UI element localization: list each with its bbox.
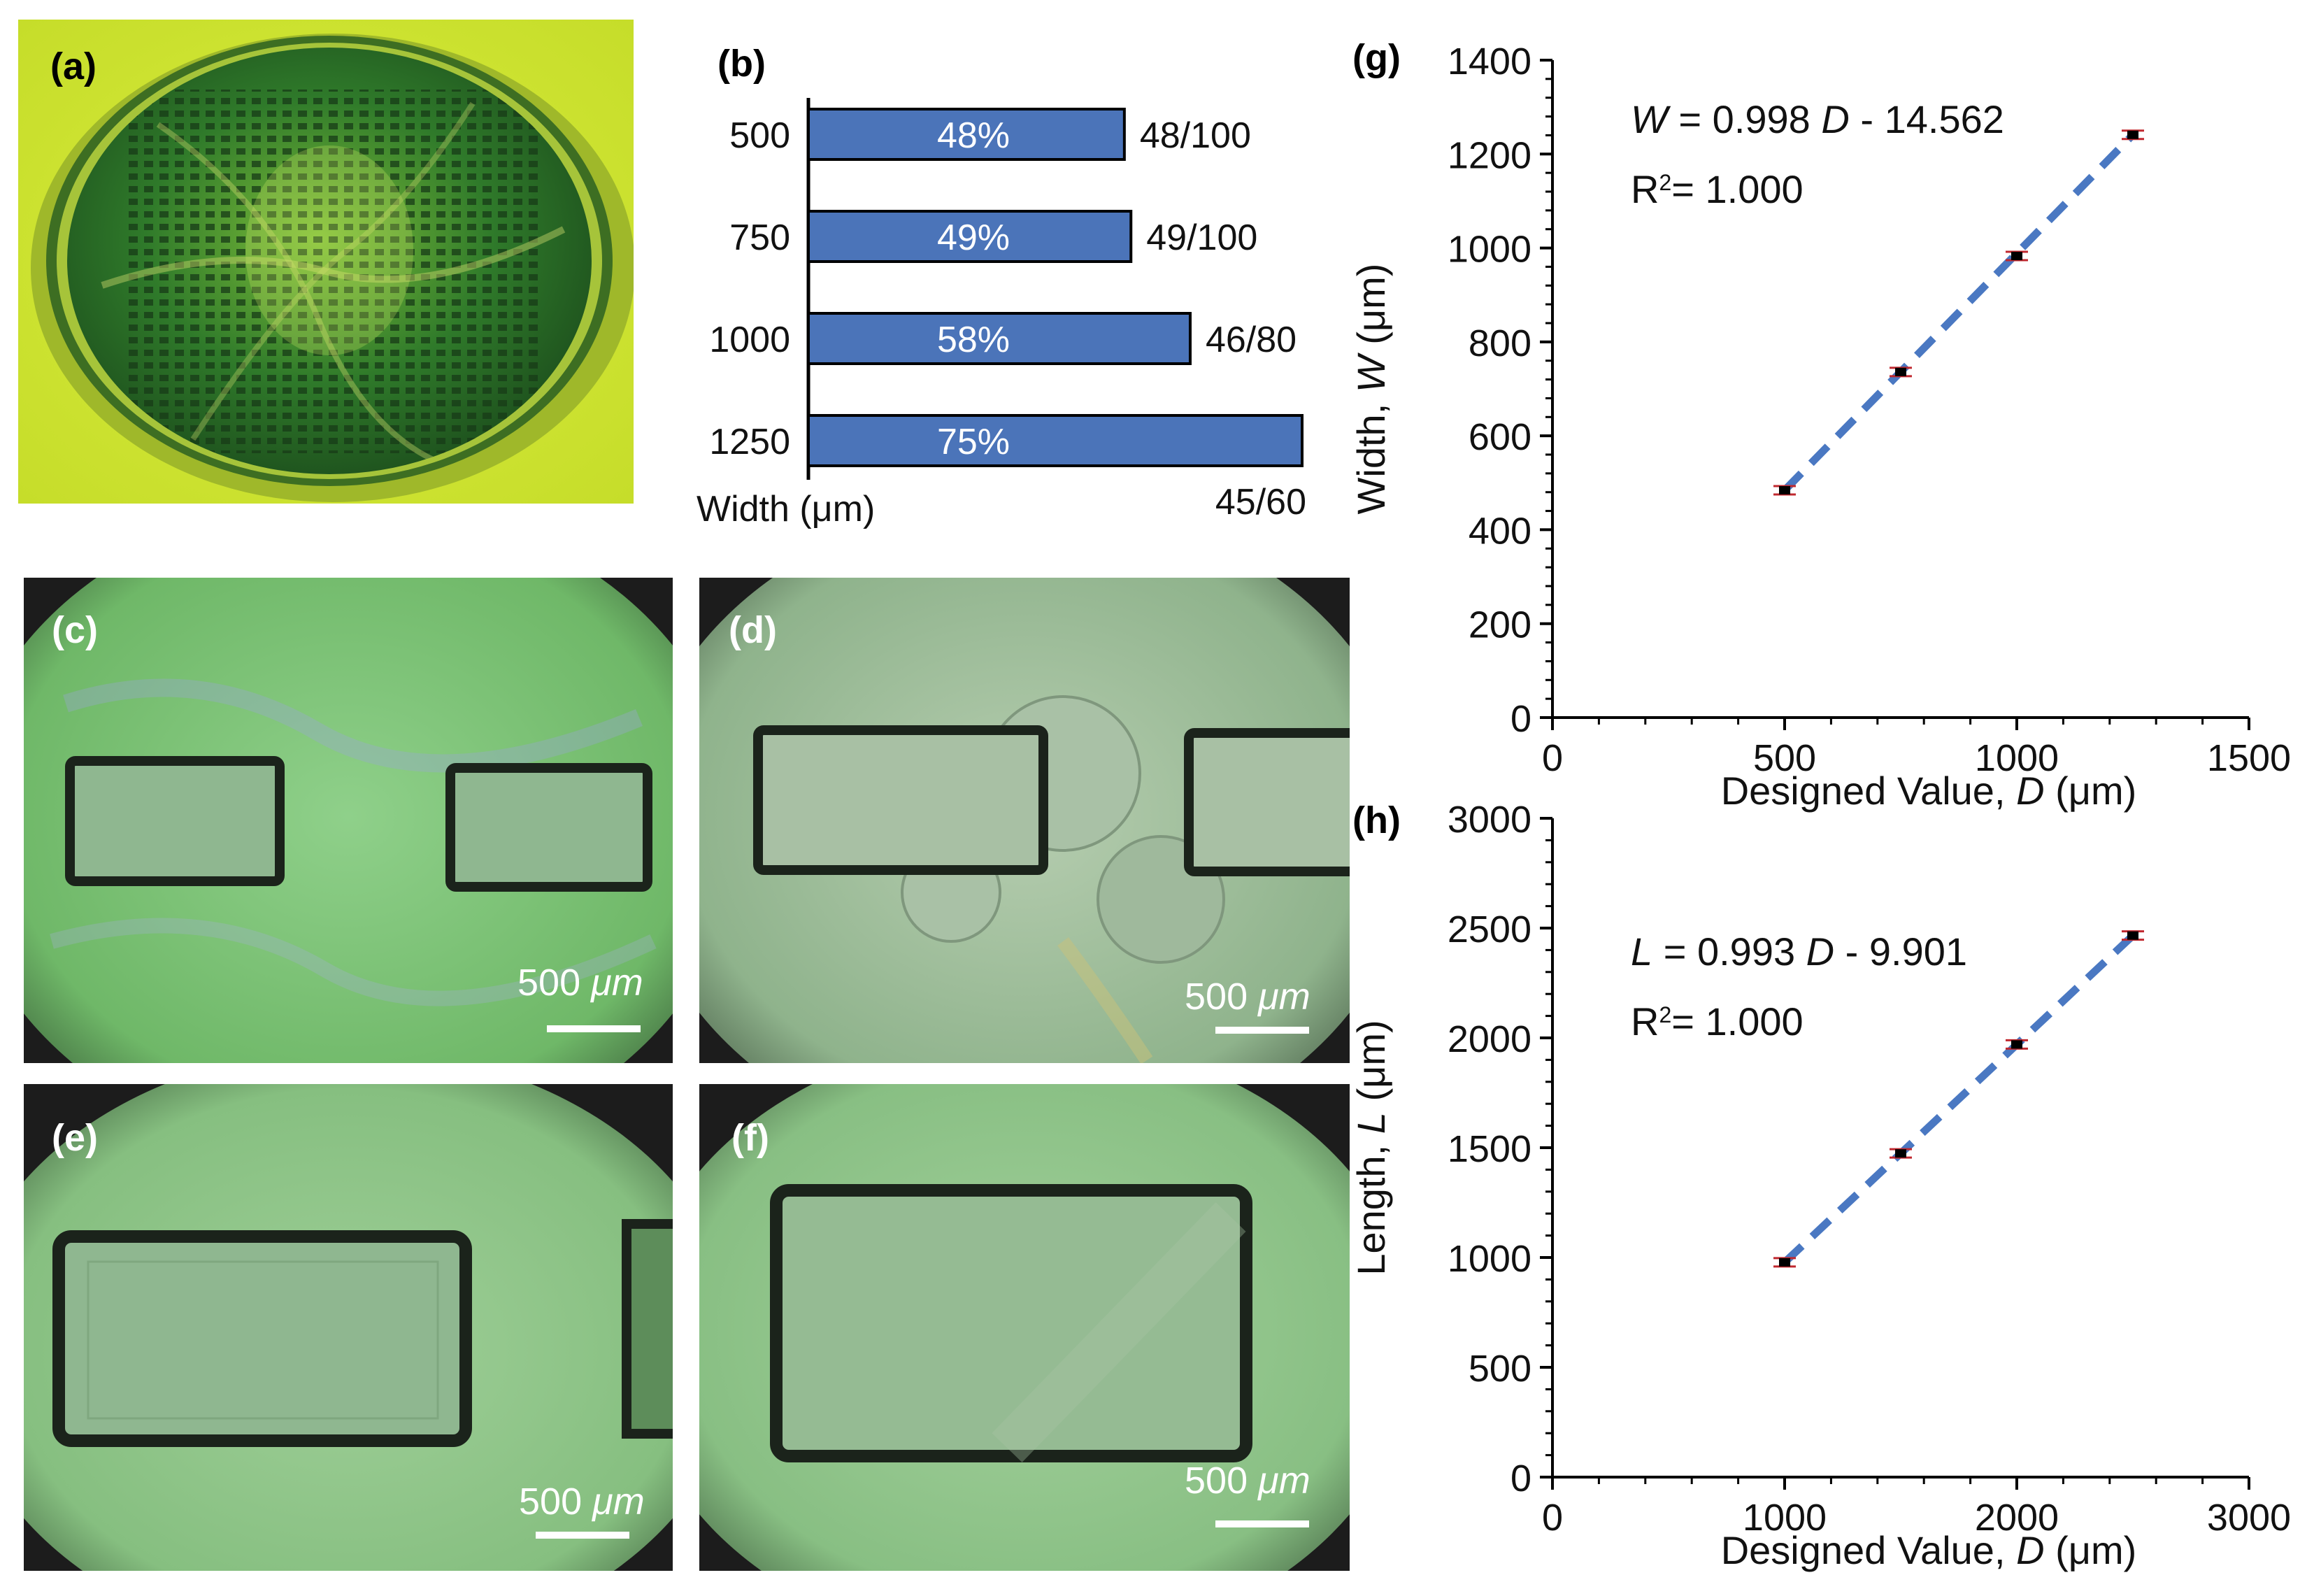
category-label: 1000 <box>709 320 790 360</box>
bar-value-label: 49% <box>937 218 1010 258</box>
length-scatter-panel: (h) 0 500 1000 1500 2000 2500 3000 0 1000 2000 300… <box>1343 783 2314 1596</box>
g-y-tick-label: 1400 <box>1448 41 1531 83</box>
ratio-label: 45/60 <box>1215 482 1306 522</box>
bar-chart-panel: (b) 48% 500 48/100 49% 750 49/100 58% 1000 46/80… <box>685 28 1329 546</box>
g-data-point <box>2127 130 2138 139</box>
scale-bar-d <box>1215 1027 1309 1034</box>
g-x-tick-label: 1500 <box>2207 737 2291 779</box>
scale-bar-c <box>547 1025 641 1032</box>
ratio-label: 49/100 <box>1146 218 1257 258</box>
h-data-point <box>2127 931 2138 940</box>
panel-label-f: (f) <box>731 1117 769 1159</box>
g-y-tick-label: 600 <box>1469 416 1531 458</box>
g-y-tick-label: 0 <box>1510 698 1531 740</box>
wafer-photo-panel: (a) <box>18 20 634 504</box>
g-y-tick-label: 400 <box>1469 510 1531 552</box>
ratio-label: 48/100 <box>1140 115 1251 156</box>
g-data-point <box>2011 251 2022 260</box>
h-data-point <box>2011 1040 2022 1049</box>
g-y-tick-label: 1200 <box>1448 134 1531 176</box>
g-equation: W = 0.998 D - 14.562 <box>1631 97 2004 141</box>
h-y-tick-label: 500 <box>1469 1348 1531 1390</box>
bar <box>807 108 1126 161</box>
micrograph-d: (d) 500 μm <box>699 578 1350 1063</box>
panel-label-b: (b) <box>717 43 766 85</box>
width-scatter-panel: (g) 0 200 400 600 800 1000 1200 1400 0 500 1000 150… <box>1343 21 2314 818</box>
h-y-tick-label: 1500 <box>1448 1128 1531 1170</box>
scale-bar-e <box>536 1532 629 1539</box>
g-x-tick-label: 0 <box>1542 737 1563 779</box>
g-x-tick-label: 1000 <box>1975 737 2059 779</box>
micrograph-c-image <box>24 578 673 1063</box>
bar-chart: 48% 500 48/100 49% 750 49/100 58% 1000 46/80 75% 1… <box>697 98 1306 529</box>
g-x-axis-label: Designed Value, D (μm) <box>1721 769 2137 813</box>
length-scatter-chart: 0 500 1000 1500 2000 2500 3000 0 1000 2000 3000 L =… <box>1349 799 2291 1572</box>
scale-label-e: 500 μm <box>519 1481 645 1523</box>
g-x-tick-label: 500 <box>1753 737 1816 779</box>
h-equation: L = 0.993 D - 9.901 <box>1631 929 1967 974</box>
panel-label-d: (d) <box>729 609 777 651</box>
h-r-squared: R2= 1.000 <box>1631 999 1804 1043</box>
h-x-tick-label: 1000 <box>1743 1497 1827 1539</box>
g-data-point <box>1779 486 1790 495</box>
panel-label-g: (g) <box>1352 37 1401 79</box>
bar <box>807 414 1304 467</box>
h-data-point <box>1895 1149 1906 1158</box>
bar-value-label: 75% <box>937 422 1010 462</box>
category-label: 750 <box>729 218 790 258</box>
ratio-label: 46/80 <box>1206 320 1297 360</box>
bar-value-label: 48% <box>937 115 1010 156</box>
panel-label-c: (c) <box>52 609 98 651</box>
category-label: 500 <box>729 115 790 156</box>
h-trend-line <box>1782 932 2136 1265</box>
h-y-tick-label: 0 <box>1510 1458 1531 1499</box>
h-y-tick-label: 1000 <box>1448 1238 1531 1280</box>
micrograph-c: (c) 500 μm <box>24 578 673 1063</box>
axis-label: Width (μm) <box>697 489 875 529</box>
h-x-axis-label: Designed Value, D (μm) <box>1721 1528 2137 1572</box>
micrograph-f-image <box>699 1084 1350 1571</box>
micrograph-f: (f) 500 μm <box>699 1084 1350 1571</box>
panel-label-e: (e) <box>52 1117 98 1159</box>
g-r-squared: R2= 1.000 <box>1631 167 1804 211</box>
scale-label-d: 500 μm <box>1185 976 1310 1018</box>
panel-label-h: (h) <box>1352 799 1401 841</box>
h-x-tick-label: 2000 <box>1975 1497 2059 1539</box>
bar-value-label: 58% <box>937 320 1010 360</box>
micrograph-d-image <box>699 578 1350 1063</box>
bar <box>807 312 1192 365</box>
g-y-tick-label: 200 <box>1469 604 1531 646</box>
h-y-axis-label: Length, L (μm) <box>1349 1020 1393 1275</box>
h-y-tick-label: 2000 <box>1448 1018 1531 1060</box>
g-y-tick-label: 1000 <box>1448 229 1531 271</box>
h-data-point <box>1779 1257 1790 1267</box>
h-y-tick-label: 2500 <box>1448 909 1531 950</box>
scale-label-c: 500 μm <box>517 962 643 1004</box>
wafer-photo <box>18 20 634 504</box>
g-y-tick-label: 800 <box>1469 322 1531 364</box>
g-trend-line <box>1782 131 2136 493</box>
bar <box>807 210 1133 263</box>
g-data-point <box>1895 367 1906 376</box>
micrograph-e: (e) 500 μm <box>24 1084 673 1571</box>
h-x-tick-label: 0 <box>1542 1497 1563 1539</box>
micrograph-e-image <box>24 1084 673 1571</box>
scale-bar-f <box>1215 1520 1309 1527</box>
h-x-tick-label: 3000 <box>2207 1497 2291 1539</box>
width-scatter-chart: 0 200 400 600 800 1000 1200 1400 0 500 1000 1500 W =… <box>1349 41 2291 813</box>
scale-label-f: 500 μm <box>1185 1460 1310 1502</box>
category-label: 1250 <box>709 422 790 462</box>
h-y-tick-label: 3000 <box>1448 799 1531 841</box>
g-y-axis-label: Width, W (μm) <box>1349 264 1393 515</box>
panel-label-a: (a) <box>50 45 97 87</box>
